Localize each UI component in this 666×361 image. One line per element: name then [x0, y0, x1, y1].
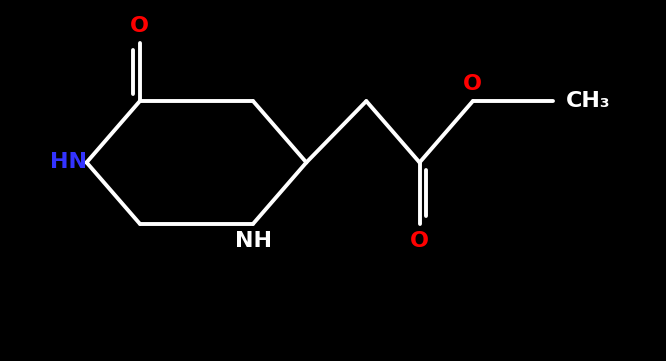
Text: O: O — [131, 16, 149, 36]
Text: CH₃: CH₃ — [566, 91, 611, 111]
Text: HN: HN — [49, 152, 87, 173]
Text: O: O — [410, 231, 429, 251]
Text: NH: NH — [234, 231, 272, 251]
Text: O: O — [464, 74, 482, 94]
